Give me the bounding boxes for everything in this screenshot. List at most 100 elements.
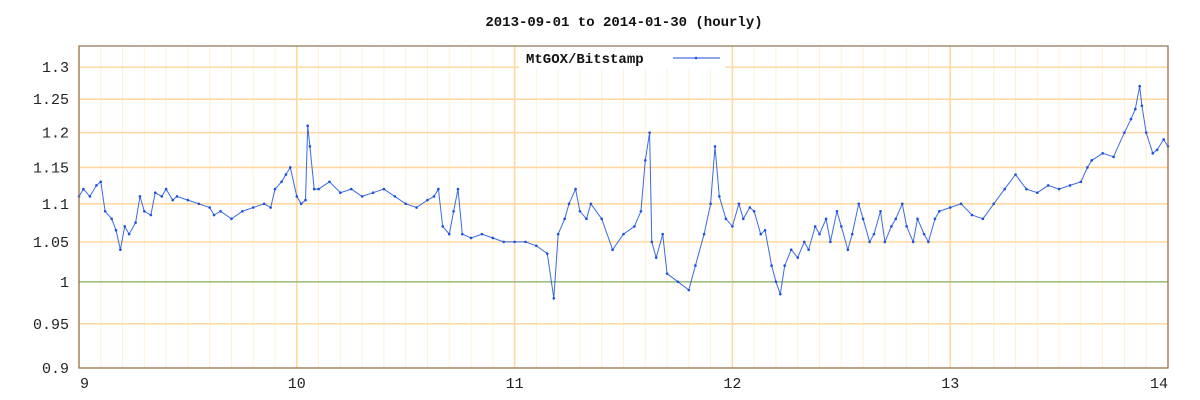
data-point xyxy=(774,280,778,284)
data-point xyxy=(360,195,364,198)
data-point xyxy=(230,217,233,221)
x-tick-label: 14 xyxy=(1150,376,1168,393)
data-point xyxy=(134,221,137,224)
y-axis: 0.9 0.95 1 1.05 1.1 1.15 1.2 1.25 1.3 xyxy=(33,60,69,378)
data-point xyxy=(1036,191,1039,195)
data-point xyxy=(110,217,113,221)
data-point xyxy=(371,191,375,195)
data-point xyxy=(927,240,930,244)
y-tick-label: 1.05 xyxy=(33,235,69,252)
data-point xyxy=(709,202,712,206)
data-point xyxy=(850,232,854,236)
data-point xyxy=(212,213,216,217)
data-point xyxy=(1086,166,1089,169)
data-point xyxy=(480,232,484,236)
data-point xyxy=(95,184,98,187)
data-point xyxy=(648,131,651,134)
data-point xyxy=(883,240,887,244)
data-point xyxy=(393,195,397,198)
data-point xyxy=(992,202,996,206)
data-point xyxy=(905,225,908,228)
data-point xyxy=(114,228,118,232)
data-point xyxy=(513,240,516,244)
data-point xyxy=(829,240,832,244)
y-tick-label: 1.3 xyxy=(42,60,69,77)
data-point xyxy=(524,240,527,244)
data-point xyxy=(567,202,571,206)
data-point xyxy=(138,195,142,198)
y-tick-label: 1.2 xyxy=(42,126,69,143)
data-point xyxy=(88,195,92,198)
data-point xyxy=(280,180,283,184)
data-point xyxy=(175,195,179,198)
data-point xyxy=(702,232,706,236)
data-point xyxy=(160,195,164,198)
data-point xyxy=(186,198,190,202)
data-point xyxy=(1155,148,1159,152)
data-point xyxy=(639,209,643,213)
data-point xyxy=(807,248,810,252)
data-point xyxy=(208,206,211,209)
data-point xyxy=(1162,138,1165,141)
data-point xyxy=(731,225,734,228)
data-point xyxy=(452,209,455,213)
y-tick-label: 1.1 xyxy=(42,197,69,214)
data-point xyxy=(312,187,316,191)
data-point xyxy=(872,232,876,236)
data-point xyxy=(789,248,793,252)
data-point xyxy=(563,217,566,221)
data-point xyxy=(911,240,915,244)
data-point xyxy=(535,244,538,248)
y-tick-label: 0.95 xyxy=(33,317,69,334)
data-point xyxy=(469,236,473,240)
data-point xyxy=(197,202,201,206)
data-point xyxy=(938,209,941,213)
data-point xyxy=(835,209,839,213)
data-point xyxy=(262,202,266,206)
data-point xyxy=(970,213,974,217)
data-point xyxy=(164,187,168,191)
data-point xyxy=(328,180,331,184)
data-point xyxy=(763,228,767,232)
data-point xyxy=(502,240,506,244)
data-point xyxy=(694,264,697,267)
data-point xyxy=(759,232,763,236)
data-point xyxy=(1129,117,1133,121)
x-tick-label: 11 xyxy=(506,376,524,393)
data-point xyxy=(284,173,288,176)
data-point xyxy=(868,240,871,244)
x-tick-label: 13 xyxy=(941,376,959,393)
data-point xyxy=(1057,187,1061,191)
data-point xyxy=(382,187,386,191)
data-point xyxy=(1140,104,1144,108)
data-point xyxy=(948,206,952,209)
data-point xyxy=(143,209,146,213)
data-point xyxy=(149,213,153,217)
data-point xyxy=(900,202,904,206)
data-point xyxy=(724,217,728,221)
data-point xyxy=(99,180,103,184)
data-point xyxy=(622,232,625,236)
data-point xyxy=(861,217,865,221)
data-point xyxy=(1123,131,1126,134)
data-point xyxy=(251,206,255,209)
data-point xyxy=(556,232,560,236)
data-point xyxy=(933,217,937,221)
data-point xyxy=(552,297,556,300)
x-tick-label: 9 xyxy=(80,376,89,393)
data-point xyxy=(846,248,850,252)
data-point xyxy=(426,198,429,202)
data-point xyxy=(578,209,582,213)
data-point xyxy=(1101,152,1104,155)
y-tick-label: 1.25 xyxy=(33,92,69,109)
data-point xyxy=(600,217,604,221)
data-point xyxy=(123,225,127,228)
data-point xyxy=(959,202,963,206)
data-point xyxy=(1138,84,1141,88)
data-point xyxy=(456,187,460,191)
data-point xyxy=(103,209,107,213)
data-point xyxy=(661,232,665,236)
data-point xyxy=(713,145,717,148)
data-point xyxy=(304,198,307,202)
